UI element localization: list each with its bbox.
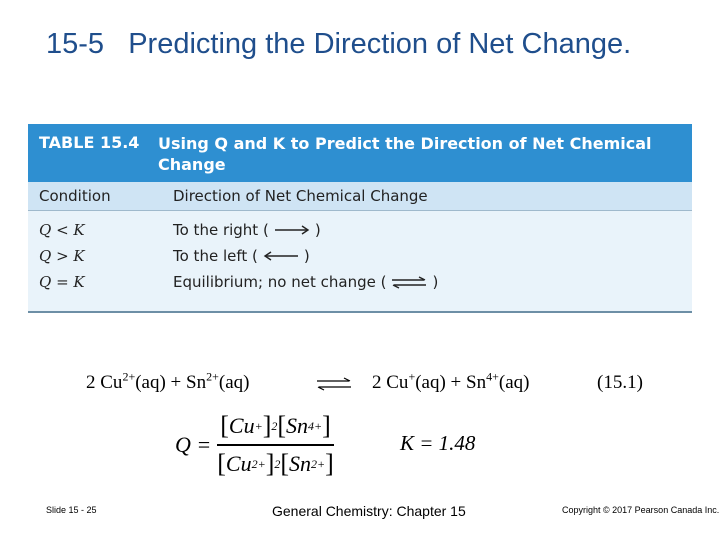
- table-title: Using Q and K to Predict the Direction o…: [158, 134, 652, 174]
- k-value: K = 1.48: [400, 431, 476, 455]
- condition-cell: Q = K: [39, 273, 85, 291]
- table-row: Q < K To the right ( ): [28, 218, 692, 244]
- column-header-direction: Direction of Net Chemical Change: [173, 187, 428, 205]
- left-arrow-icon: [263, 251, 298, 261]
- condition-cell: Q > K: [39, 247, 85, 265]
- reaction-products: 2 Cu+(aq) + Sn4+(aq): [372, 369, 530, 393]
- fraction-bar: [217, 444, 334, 446]
- slide-title: 15-5 Predicting the Direction of Net Cha…: [46, 28, 632, 60]
- column-header-condition: Condition: [39, 187, 111, 205]
- reaction-reactants: 2 Cu2+(aq) + Sn2+(aq): [86, 369, 250, 393]
- direction-cell: To the right ( ): [173, 221, 321, 239]
- direction-close: ): [314, 221, 321, 239]
- slide-number: Slide 15 - 25: [46, 505, 97, 515]
- direction-cell: Equilibrium; no net change ( ): [173, 273, 438, 291]
- table-row: Q = K Equilibrium; no net change ( ): [28, 270, 692, 296]
- q-label: Q =: [175, 431, 212, 457]
- table-label: TABLE 15.4: [39, 133, 140, 152]
- q-fraction: [Cu +] 2[Sn 4+] [Cu 2+] 2[Sn 2+]: [217, 411, 334, 479]
- condition-cell: Q < K: [39, 221, 85, 239]
- table-row: Q > K To the left ( ): [28, 244, 692, 270]
- direction-text: To the right (: [173, 221, 269, 239]
- equilibrium-arrow-icon: [392, 276, 427, 289]
- equation-number: (15.1): [597, 372, 643, 393]
- direction-cell: To the left ( ): [173, 247, 310, 265]
- column-headers: Condition Direction of Net Chemical Chan…: [28, 182, 692, 211]
- q-numerator: [Cu +] 2[Sn 4+]: [220, 411, 331, 440]
- reaction-quotient-expression: Q = [Cu +] 2[Sn 4+] [Cu 2+] 2[Sn 2+]: [175, 411, 334, 479]
- equilibrium-arrow-icon: [317, 377, 351, 391]
- copyright-footer: Copyright © 2017 Pearson Canada Inc.: [562, 505, 720, 515]
- direction-text: To the left (: [173, 247, 258, 265]
- direction-close: ): [432, 273, 439, 291]
- table-header: TABLE 15.4 Using Q and K to Predict the …: [28, 124, 692, 182]
- table-15-4: TABLE 15.4 Using Q and K to Predict the …: [28, 124, 692, 313]
- direction-text: Equilibrium; no net change (: [173, 273, 387, 291]
- direction-close: ): [303, 247, 310, 265]
- course-footer: General Chemistry: Chapter 15: [272, 503, 466, 519]
- right-arrow-icon: [274, 225, 310, 235]
- q-denominator: [Cu 2+] 2[Sn 2+]: [217, 448, 334, 478]
